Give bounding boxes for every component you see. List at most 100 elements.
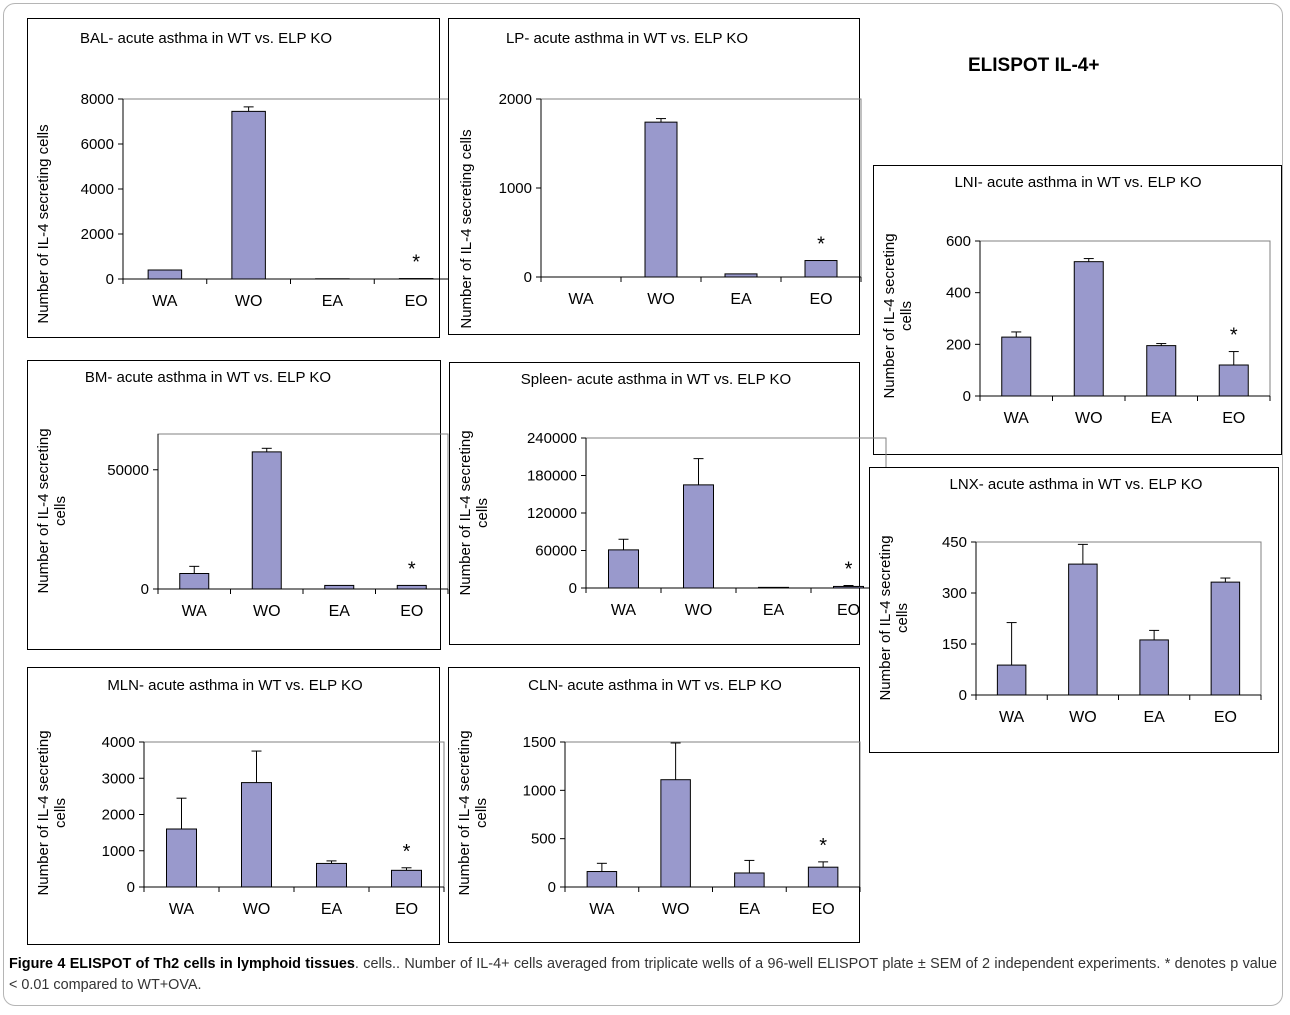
figure-title: ELISPOT IL-4+: [968, 55, 1100, 76]
bar-wo: [241, 782, 272, 888]
chart-svg: LP- acute asthma in WT vs. ELP KO Number …: [458, 30, 862, 329]
chart-title: CLN- acute asthma in WT vs. ELP KO: [528, 677, 782, 694]
significance-marker: *: [412, 252, 420, 274]
bar-ea: [324, 584, 355, 590]
bar-eo: [1210, 581, 1241, 696]
y-tick-label: 0: [548, 879, 556, 896]
y-tick-label: 0: [127, 879, 135, 896]
chart-svg: LNI- acute asthma in WT vs. ELP KO Number…: [881, 174, 1271, 427]
y-tick-label: 0: [524, 269, 532, 286]
bar-wa: [147, 269, 183, 280]
x-tick-label: WA: [611, 602, 637, 619]
caption-label: Figure 4 ELISPOT of Th2 cells in lymphoi…: [9, 956, 355, 972]
bar-ea: [758, 586, 789, 589]
x-tick-label: EA: [739, 901, 761, 918]
bar-ea: [1146, 345, 1177, 397]
x-tick-label: WA: [589, 901, 615, 918]
x-tick-label: WO: [685, 602, 713, 619]
x-tick-label: EO: [837, 602, 860, 619]
figure-frame: [3, 3, 1283, 1006]
bar-ea: [734, 872, 765, 888]
x-tick-label: WA: [182, 603, 208, 620]
y-tick-label: 120000: [527, 505, 577, 522]
bar-ea: [316, 862, 347, 888]
y-tick-label: 150: [942, 636, 967, 653]
chart-title: LP- acute asthma in WT vs. ELP KO: [506, 30, 748, 47]
y-axis-label: Number of IL-4 secreting: [35, 428, 52, 593]
y-tick-label: 8000: [81, 91, 114, 108]
y-axis-label: cells: [52, 798, 69, 828]
bar-wo: [1068, 563, 1098, 696]
y-tick-label: 450: [942, 534, 967, 551]
x-tick-label: WO: [243, 901, 271, 918]
y-tick-label: 2000: [499, 91, 532, 108]
y-axis-label: Number of IL-4 secreting: [877, 535, 894, 700]
y-tick-label: 6000: [81, 136, 114, 153]
y-axis-label: cells: [894, 603, 911, 633]
y-tick-label: 200: [946, 336, 971, 353]
figure-caption: Figure 4 ELISPOT of Th2 cells in lymphoi…: [9, 954, 1277, 996]
bar-wa: [179, 573, 210, 590]
y-tick-label: 600: [946, 233, 971, 250]
x-tick-label: WO: [647, 291, 675, 308]
y-tick-label: 50000: [107, 462, 149, 479]
x-tick-label: WA: [169, 901, 195, 918]
x-tick-label: EO: [405, 293, 428, 310]
y-tick-label: 1000: [102, 843, 135, 860]
chart-title: BM- acute asthma in WT vs. ELP KO: [85, 369, 331, 386]
significance-marker: *: [845, 559, 853, 581]
panel-cln: CLN- acute asthma in WT vs. ELP KO Number…: [448, 667, 861, 943]
y-tick-label: 2000: [102, 807, 135, 824]
y-tick-label: 0: [963, 388, 971, 405]
chart-svg: LNX- acute asthma in WT vs. ELP KO Number…: [877, 476, 1262, 726]
x-tick-label: EA: [322, 293, 344, 310]
bar-wa: [1001, 336, 1032, 397]
bar-wa: [586, 871, 618, 888]
x-tick-label: EO: [812, 901, 835, 918]
y-tick-label: 0: [141, 581, 149, 598]
y-tick-label: 0: [959, 687, 967, 704]
y-axis-label: cells: [473, 798, 490, 828]
panel-lnx: LNX- acute asthma in WT vs. ELP KO Number…: [869, 467, 1279, 753]
chart-svg: MLN- acute asthma in WT vs. ELP KO Number…: [35, 677, 445, 918]
chart-title: BAL- acute asthma in WT vs. ELP KO: [80, 30, 332, 47]
bar-wo: [251, 451, 282, 590]
significance-marker: *: [403, 841, 411, 863]
chart-svg: BAL- acute asthma in WT vs. ELP KO Number…: [35, 30, 459, 324]
panel-lp: LP- acute asthma in WT vs. ELP KO Number …: [448, 18, 862, 335]
x-tick-label: EA: [321, 901, 343, 918]
panel-mln: MLN- acute asthma in WT vs. ELP KO Number…: [27, 667, 445, 945]
bar-eo: [1218, 364, 1249, 397]
y-axis-label: Number of IL-4 secreting: [457, 430, 474, 595]
bar-ea: [724, 273, 758, 278]
chart-svg: BM- acute asthma in WT vs. ELP KO Number …: [35, 369, 449, 620]
significance-marker: *: [408, 558, 416, 580]
bar-eo: [833, 585, 864, 589]
panel-spleen: Spleen- acute asthma in WT vs. ELP KO Num…: [449, 362, 887, 645]
y-axis-label: Number of IL-4 secreting cells: [35, 124, 52, 323]
bar-eo: [807, 866, 839, 888]
y-axis-label: cells: [52, 496, 69, 526]
chart-title: Spleen- acute asthma in WT vs. ELP KO: [521, 371, 791, 388]
y-axis-label: Number of IL-4 secreting: [456, 730, 473, 895]
bar-ea: [1139, 639, 1169, 696]
significance-marker: *: [1230, 325, 1238, 347]
y-axis-label: Number of IL-4 secreting: [881, 233, 898, 398]
x-tick-label: EA: [730, 291, 752, 308]
bar-eo: [396, 584, 427, 590]
y-tick-label: 500: [531, 831, 556, 848]
chart-title: LNI- acute asthma in WT vs. ELP KO: [954, 174, 1201, 191]
bar-eo: [391, 869, 422, 888]
x-tick-label: WO: [1069, 709, 1097, 726]
bar-wo: [231, 110, 266, 280]
y-tick-label: 4000: [81, 181, 114, 198]
significance-marker: *: [817, 234, 825, 256]
x-tick-label: WA: [999, 709, 1025, 726]
bar-wa: [608, 549, 639, 589]
y-axis-label: cells: [474, 498, 491, 528]
bar-wo: [660, 779, 691, 888]
x-tick-label: EO: [1222, 410, 1245, 427]
y-axis-label: cells: [898, 301, 915, 331]
plot-area: [122, 98, 459, 280]
x-tick-label: WO: [235, 293, 263, 310]
